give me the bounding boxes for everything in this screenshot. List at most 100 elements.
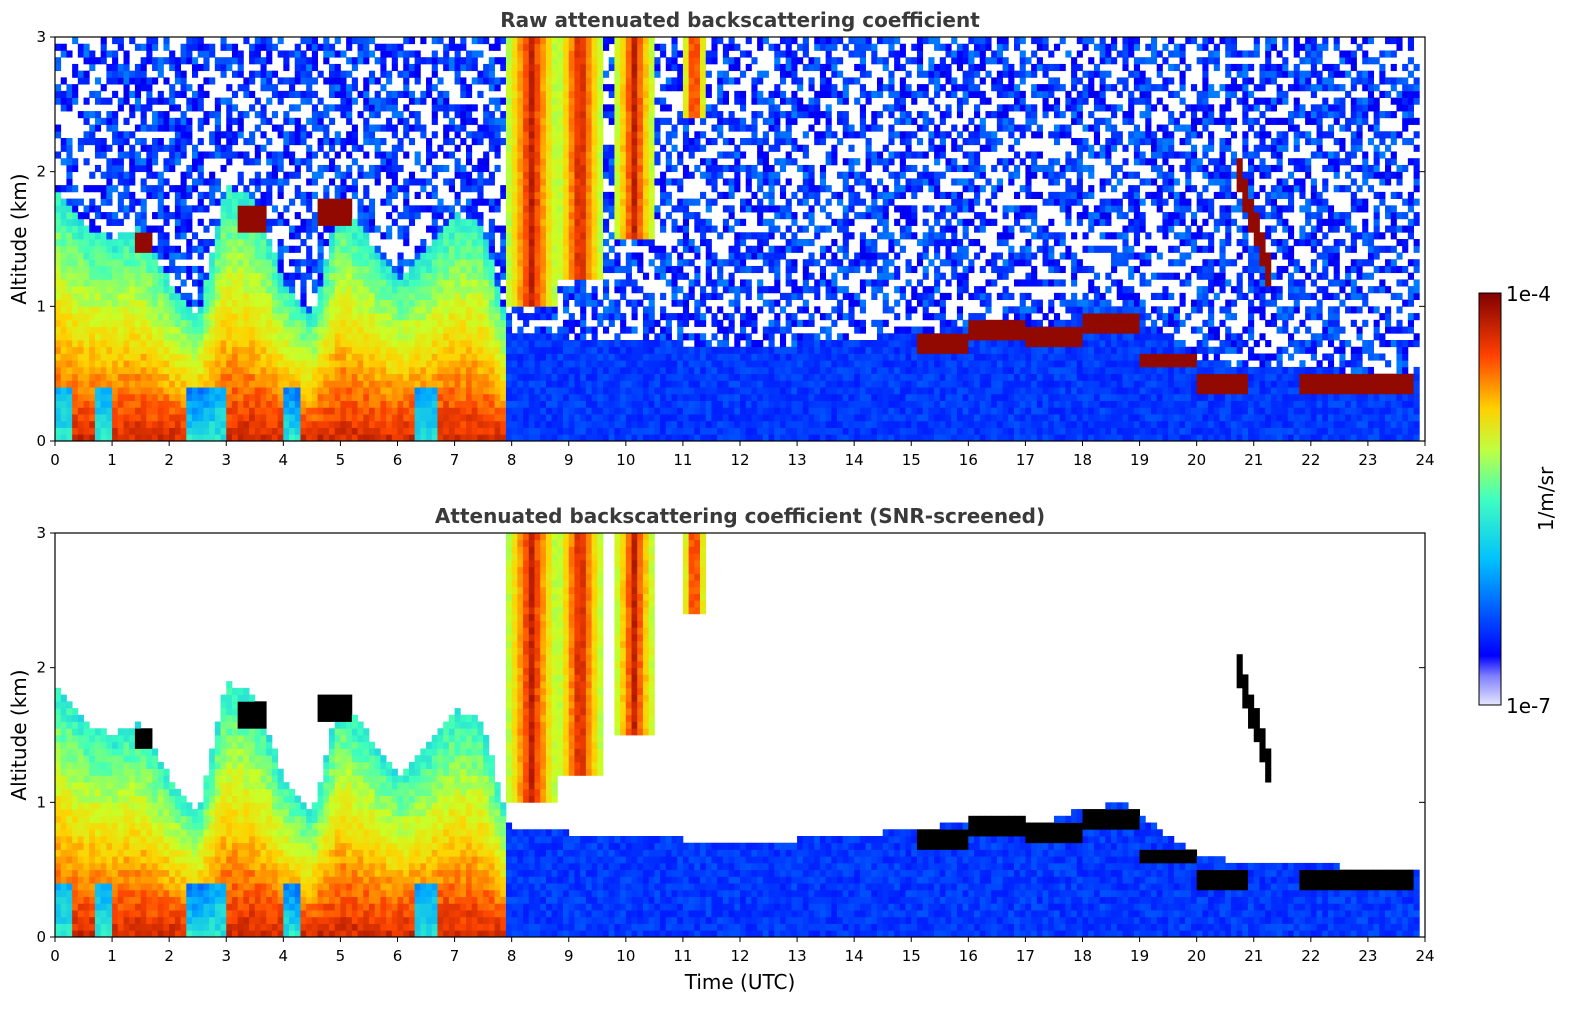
heatmap-cell — [300, 346, 307, 354]
heatmap-cell — [545, 158, 553, 166]
heatmap-cell — [254, 144, 261, 152]
heatmap-cell — [374, 400, 381, 408]
heatmap-cell — [283, 353, 290, 361]
heatmap-cell — [540, 427, 547, 435]
heatmap-cell — [117, 178, 124, 186]
heatmap-cell — [545, 191, 553, 199]
heatmap-cell — [511, 117, 518, 125]
heatmap-cell — [129, 292, 136, 300]
heatmap-cell — [580, 299, 587, 307]
heatmap-cell — [517, 131, 524, 139]
heatmap-cell — [637, 97, 644, 105]
heatmap-cell — [249, 138, 256, 146]
heatmap-cell — [591, 43, 598, 51]
heatmap-cell — [220, 387, 227, 395]
heatmap-cell — [163, 400, 170, 408]
heatmap-cell — [243, 37, 250, 45]
heatmap-cell — [306, 427, 313, 435]
heatmap-cell — [180, 117, 187, 125]
heatmap-cell — [123, 185, 130, 193]
heatmap-cell — [580, 407, 587, 415]
heatmap-cell — [631, 178, 638, 186]
heatmap-cell — [231, 185, 239, 193]
heatmap-cell — [466, 104, 473, 112]
heatmap-cell — [528, 353, 535, 361]
heatmap-cell — [403, 131, 410, 139]
heatmap-cell — [323, 185, 330, 193]
heatmap-cell — [60, 138, 67, 146]
heatmap-cell — [226, 212, 233, 220]
heatmap-cell — [249, 333, 256, 341]
heatmap-cell — [534, 131, 541, 139]
heatmap-cell — [60, 373, 67, 381]
heatmap-cell — [140, 138, 147, 146]
heatmap-cell — [574, 117, 581, 125]
heatmap-cell — [317, 306, 324, 314]
heatmap-cell — [631, 117, 638, 125]
heatmap-cell — [311, 43, 318, 51]
heatmap-cell — [563, 225, 570, 233]
heatmap-cell — [300, 360, 307, 368]
heatmap-cell — [431, 420, 438, 428]
heatmap-cell — [471, 373, 478, 381]
heatmap-cell — [568, 97, 575, 105]
heatmap-cell — [368, 333, 376, 341]
heatmap-cell — [106, 171, 113, 179]
heatmap-cell — [346, 97, 353, 105]
heatmap-cell — [289, 279, 296, 287]
heatmap-cell — [568, 124, 575, 132]
heatmap-cell — [197, 191, 204, 199]
heatmap-cell — [614, 164, 621, 173]
heatmap-cell — [585, 245, 592, 253]
heatmap-cell — [363, 366, 370, 375]
heatmap-cell — [540, 37, 547, 45]
heatmap-cell — [289, 427, 296, 435]
heatmap-cell — [437, 380, 444, 388]
heatmap-cell — [580, 380, 587, 388]
heatmap-cell — [454, 63, 461, 72]
heatmap-cell — [380, 279, 387, 287]
heatmap-cell — [580, 144, 587, 152]
heatmap-cell — [192, 104, 199, 112]
heatmap-cell — [351, 279, 358, 287]
heatmap-cell — [283, 333, 290, 341]
heatmap-cell — [357, 205, 364, 213]
heatmap-cell — [300, 353, 307, 361]
heatmap-cell — [517, 198, 524, 206]
heatmap-cell — [517, 286, 524, 294]
heatmap-cell — [294, 212, 301, 220]
heatmap-cell — [231, 212, 239, 220]
heatmap-cell — [140, 225, 147, 233]
heatmap-cell — [317, 387, 324, 395]
heatmap-cell — [254, 225, 261, 233]
heatmap-cell — [334, 286, 341, 294]
heatmap-cell — [77, 43, 84, 51]
heatmap-cell — [72, 97, 79, 105]
heatmap-cell — [505, 97, 513, 105]
heatmap-cell — [386, 212, 393, 220]
heatmap-cell — [563, 97, 570, 105]
heatmap-cell — [517, 43, 524, 51]
heatmap-cell — [614, 259, 621, 267]
heatmap-cell — [608, 205, 615, 213]
heatmap-cell — [517, 366, 524, 375]
heatmap-cell — [266, 171, 273, 179]
heatmap-cell — [306, 420, 313, 428]
heatmap-cell — [460, 259, 467, 267]
heatmap-cell — [266, 319, 273, 327]
heatmap-cell — [306, 144, 313, 152]
heatmap-cell — [243, 326, 250, 334]
heatmap-cell — [294, 400, 301, 408]
heatmap-cell — [580, 97, 587, 105]
heatmap-cell — [591, 373, 598, 381]
heatmap-cell — [317, 43, 324, 51]
heatmap-cell — [55, 306, 62, 314]
heatmap-cell — [488, 380, 495, 388]
heatmap-cell — [363, 420, 370, 428]
heatmap-cell — [471, 420, 478, 428]
heatmap-cell — [500, 124, 507, 132]
heatmap-cell — [220, 198, 227, 206]
heatmap-cell — [289, 333, 296, 341]
heatmap-cell — [89, 225, 96, 233]
heatmap-cell — [426, 360, 433, 368]
